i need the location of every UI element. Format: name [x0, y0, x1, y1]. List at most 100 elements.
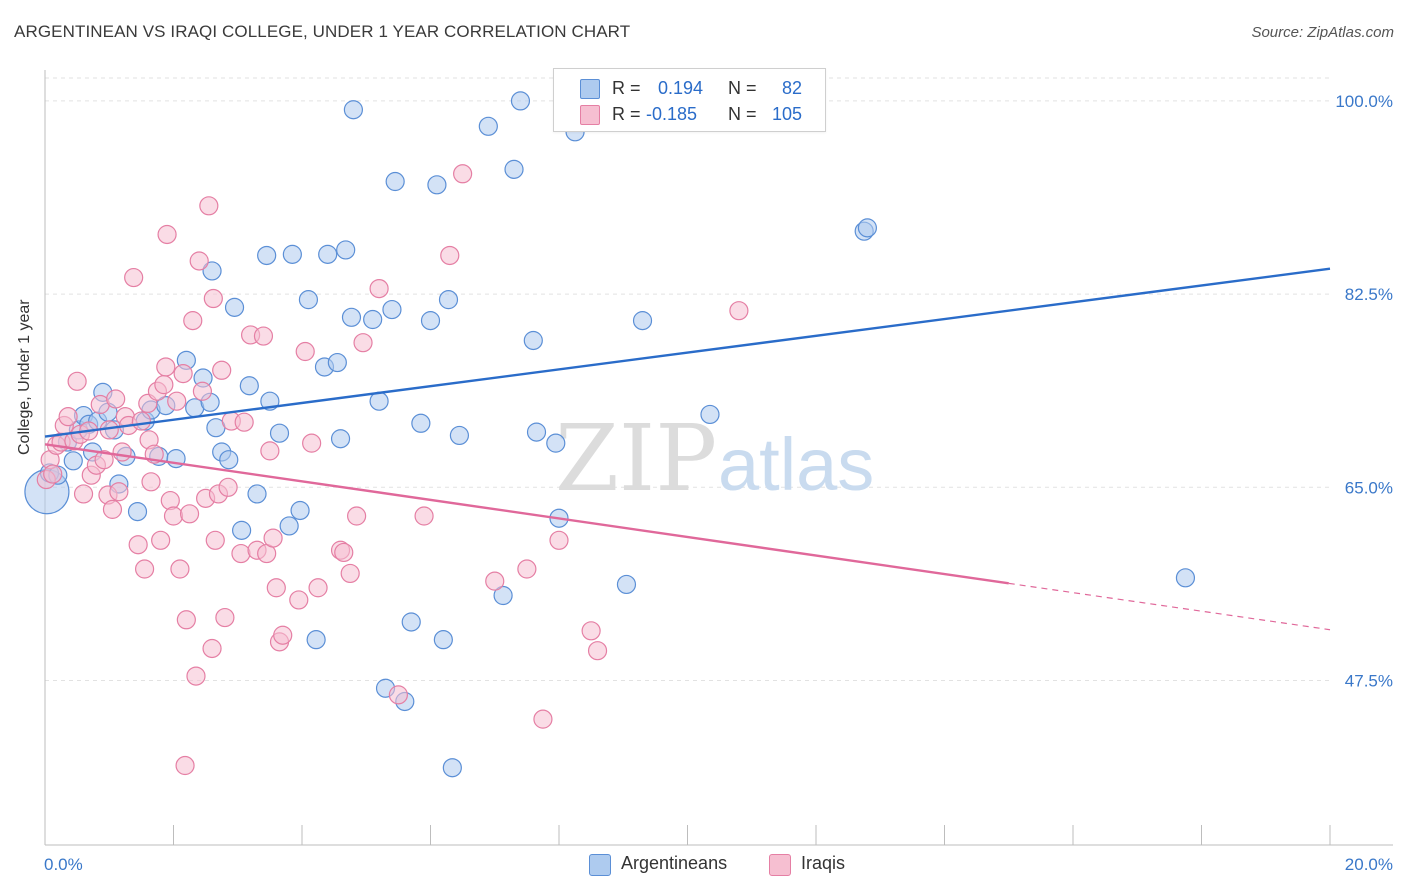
watermark-zip: ZIP	[555, 405, 717, 512]
iraqi-point	[253, 326, 274, 346]
iraqi-point	[131, 411, 151, 431]
iraqi-point	[170, 559, 190, 579]
x-tick-label: 20.0%	[1345, 855, 1393, 874]
iraqi-point	[186, 666, 206, 686]
y-tick-label: 82.5%	[1345, 285, 1393, 304]
iraqi-point	[453, 164, 473, 184]
iraqi-point	[157, 224, 177, 245]
iraqi-point	[485, 571, 505, 591]
iraqi-point	[587, 641, 608, 661]
argentinean-point	[857, 218, 878, 238]
argentinean-point	[298, 290, 319, 310]
iraqi-point	[134, 559, 155, 579]
trend-lines	[44, 267, 1331, 631]
argentinean-point	[282, 244, 302, 264]
iraqi-point	[440, 245, 460, 266]
zipatlas-watermark: ZIP atlas	[555, 405, 874, 512]
iraqi-point	[156, 357, 176, 377]
iraqi-point	[215, 607, 235, 628]
iraqi-point	[388, 685, 408, 705]
y-tick-label: 65.0%	[1345, 478, 1393, 497]
r-value-argentineans: 0.194	[658, 78, 704, 98]
iraqi-point	[302, 433, 322, 453]
argentinean-point	[493, 585, 513, 606]
iraqi-point	[102, 499, 123, 519]
argentinean-point	[363, 309, 383, 330]
argentinean-point	[382, 299, 402, 320]
argentinean-point	[279, 516, 299, 536]
iraqi-point	[729, 301, 749, 321]
argentineans-trend-line	[44, 267, 1331, 438]
iraqis-legend-swatch	[769, 854, 791, 876]
iraqi-point	[340, 563, 360, 584]
iraqi-point	[266, 578, 286, 598]
iraqi-point	[231, 543, 251, 564]
argentinean-point	[127, 501, 148, 522]
iraqi-point	[202, 638, 222, 659]
iraqi-point	[533, 709, 553, 729]
iraqi-point	[218, 477, 238, 497]
argentinean-point	[202, 261, 222, 281]
iraqi-point	[58, 407, 78, 427]
argentinean-point	[632, 311, 653, 331]
iraqi-point	[109, 482, 129, 502]
iraqi-point	[334, 542, 354, 563]
iraqi-point	[199, 196, 219, 216]
argentinean-point	[700, 404, 720, 425]
argentinean-point	[257, 245, 277, 266]
argentinean-point	[63, 451, 83, 471]
iraqi-point	[347, 506, 367, 526]
iraqi-point	[295, 341, 315, 362]
iraqi-point	[263, 528, 283, 548]
iraqi-point	[205, 530, 225, 550]
argentineans-legend-swatch	[589, 854, 611, 876]
iraqi-point	[203, 288, 223, 309]
iraqi-point	[43, 464, 63, 484]
iraqi-point	[260, 441, 280, 461]
argentinean-point	[1175, 568, 1196, 588]
n-label: N =	[728, 104, 757, 124]
iraqi-point	[192, 381, 213, 401]
stats-box: R = 0.194 N = 82 R = -0.185 N = 105	[553, 68, 826, 132]
chart-legend: Argentineans Iraqis	[0, 852, 1406, 878]
argentinean-point	[343, 100, 363, 120]
chart-source: Source: ZipAtlas.com	[1251, 24, 1394, 41]
n-value-argentineans: 82	[782, 78, 803, 98]
argentinean-point	[219, 450, 239, 470]
iraqi-point	[549, 530, 569, 550]
iraqi-point	[273, 625, 293, 645]
iraqi-point	[289, 590, 309, 610]
argentinean-point	[232, 520, 252, 540]
iraqi-point	[212, 360, 232, 380]
argentinean-point	[478, 116, 498, 136]
argentinean-point	[523, 330, 543, 351]
iraqi-point	[154, 375, 174, 395]
iraqi-point	[353, 333, 373, 353]
argentinean-point	[504, 159, 524, 179]
iraqi-point	[183, 311, 203, 331]
argentinean-point	[401, 612, 421, 632]
iraqi-point	[106, 389, 126, 409]
iraqi-point	[163, 506, 184, 526]
argentinean-point	[438, 290, 459, 310]
r-label: R =	[612, 78, 641, 98]
r-value-iraqis: -0.185	[646, 104, 698, 124]
iraqi-point	[517, 559, 537, 579]
y-tick-label: 47.5%	[1345, 672, 1393, 691]
argentinean-point	[290, 500, 310, 521]
argentinean-point	[442, 758, 462, 778]
iraqi-point	[173, 363, 193, 384]
iraqi-point	[581, 621, 601, 641]
iraqi-point	[124, 267, 144, 288]
argentinean-point	[546, 433, 566, 453]
iraqi-point	[73, 484, 94, 504]
tick-labels: 47.5% 65.0% 82.5% 100.0% 0.0% 20.0%	[44, 92, 1393, 874]
argentinean-point	[330, 429, 351, 449]
iraqi-point	[128, 535, 148, 555]
chart-title: ARGENTINEAN VS IRAQI COLLEGE, UNDER 1 YE…	[14, 22, 631, 41]
iraqi-point	[189, 251, 209, 271]
iraqi-point	[179, 504, 200, 524]
argentinean-point	[385, 171, 405, 192]
iraqis-trend-extension	[1008, 582, 1331, 631]
